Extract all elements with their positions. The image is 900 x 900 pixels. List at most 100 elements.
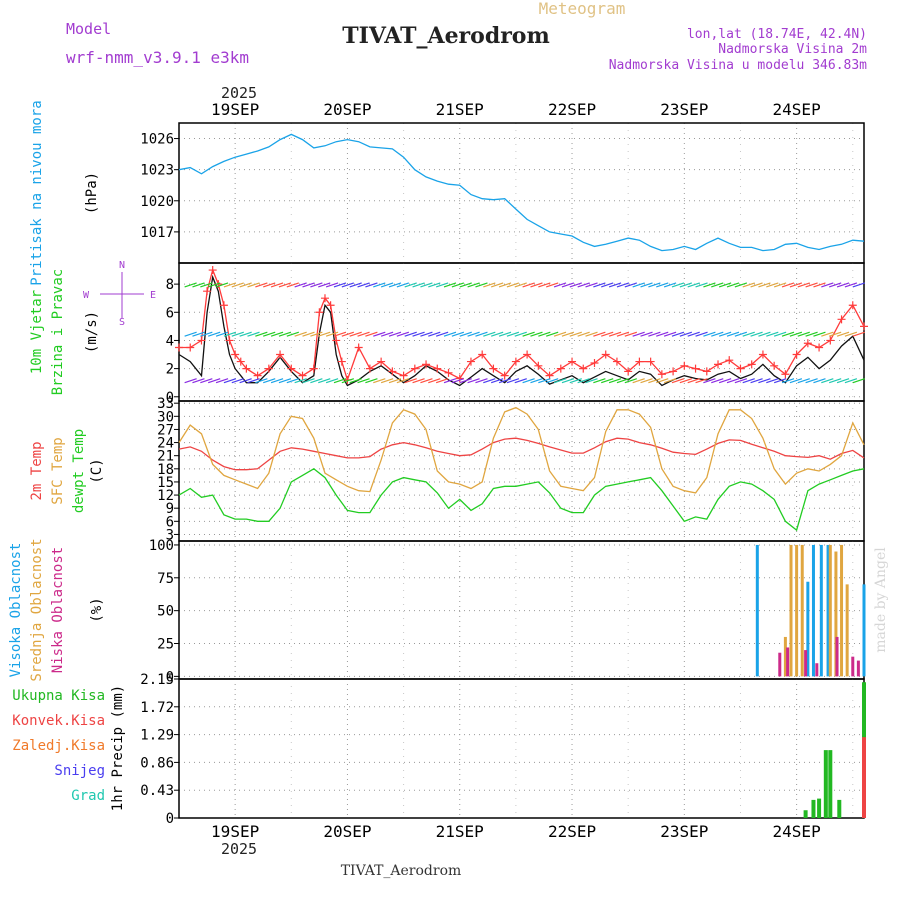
wind-barb [616,282,630,288]
wind-barb [341,378,355,384]
wind-barb [483,378,496,384]
wind-barb [821,378,834,384]
wind-barb [200,282,213,288]
ylabel-text: dewpt Temp [71,429,87,513]
precip-legend-item: Zaledj.Kisa [12,738,105,754]
wind-barb [365,282,378,288]
wind-barb [467,331,480,337]
wind-barb [192,331,205,337]
day-label-top: 21SEP [436,100,484,119]
gust-marker [309,364,318,373]
bar-cloud_mid [800,544,804,677]
day-label-bottom: 20SEP [323,822,371,841]
y-tick-label: 2.15 [140,672,174,688]
gust-marker [837,315,846,324]
wind-barb [671,282,685,288]
ylabel-text: Brzina i Pravac [50,269,66,395]
day-label-top: 19SEP [211,100,259,119]
wind-barb [208,282,221,288]
compass-letter: S [119,317,125,328]
bar-precip_total [823,750,828,818]
wind-barb [593,378,606,384]
wind-barb [679,331,693,337]
altitude-label: Nadmorska Visina 2m [718,42,867,57]
wind-barb [805,282,818,288]
bottom-year-label: 2025 [221,840,257,858]
bar-cloud_mid [828,544,832,677]
wind-barb [506,378,520,384]
wind-barb [192,282,205,288]
day-label-bottom: 21SEP [436,822,484,841]
gust-marker [758,350,767,359]
gust-marker [680,361,689,370]
y-tick-label: 1.29 [140,728,174,744]
bar-precip_total [828,750,833,818]
wind-barb [294,282,307,288]
bar-precip_total [811,799,816,818]
series-wind_speed [178,274,865,387]
wind-barb [490,378,504,384]
wind-barb [805,331,818,337]
wind-barb [459,282,472,288]
wind-barb [412,282,425,288]
wind-barb [758,282,771,288]
wind-barb [758,378,771,384]
wind-barb [255,282,268,288]
gust-marker [197,336,206,345]
wind-barb [443,378,457,384]
model-value: wrf-nmm_v3.9.1 e3km [66,48,249,67]
ylabel-text: (m/s) [84,311,100,353]
bar-cloud_high [819,544,823,677]
gust-marker [298,371,307,380]
y-tick-label: 25 [157,637,174,653]
wind-barb [263,378,276,384]
wind-barb [459,378,472,384]
wind-barb [813,282,826,288]
ylabel-text: 2m Temp [29,441,45,500]
wind-barb [255,378,268,384]
wind-barb [766,282,779,288]
ylabel-text: 10m Vjetar [29,290,45,374]
y-tick-label: 12 [157,488,174,504]
gust-marker [377,357,386,366]
wind-barb [601,331,614,337]
wind-barb [506,282,520,288]
wind-barb [640,378,653,384]
bar-cloud_mid [789,544,793,677]
wind-barb [443,282,457,288]
gust-marker [568,357,577,366]
wind-barb [546,282,559,288]
gust-marker [612,357,621,366]
wind-barb [687,378,700,384]
gust-marker [500,371,509,380]
wind-barb [483,331,496,337]
wind-barb [278,331,292,337]
wind-barb [349,378,362,384]
gust-marker [534,361,543,370]
wind-barb [490,331,504,337]
wind-barb [420,331,433,337]
wind-barb [734,331,748,337]
wind-barb [239,378,252,384]
ylabel-text: Pritisak na nivou mora [29,100,45,285]
wind-barb [475,378,488,384]
gust-marker [579,364,588,373]
wind-barb [333,378,347,384]
day-label-bottom: 24SEP [773,822,821,841]
wind-barb [404,331,417,337]
lonlat-label: lon,lat (18.74E, 42.4N) [687,27,867,42]
wind-barb [388,331,402,337]
gust-marker [253,371,262,380]
wind-barb [247,378,260,384]
wind-barb [789,331,803,337]
y-tick-label: 1023 [140,163,174,179]
wind-barb [247,282,260,288]
wind-barb [734,378,748,384]
wind-barb [263,282,276,288]
wind-barb [640,331,653,337]
panel-precip: 0 0.43 0.86 1.29 1.72 2.15 [140,672,866,827]
y-tick-label: 6 [166,305,174,321]
wind-barb [380,331,394,337]
